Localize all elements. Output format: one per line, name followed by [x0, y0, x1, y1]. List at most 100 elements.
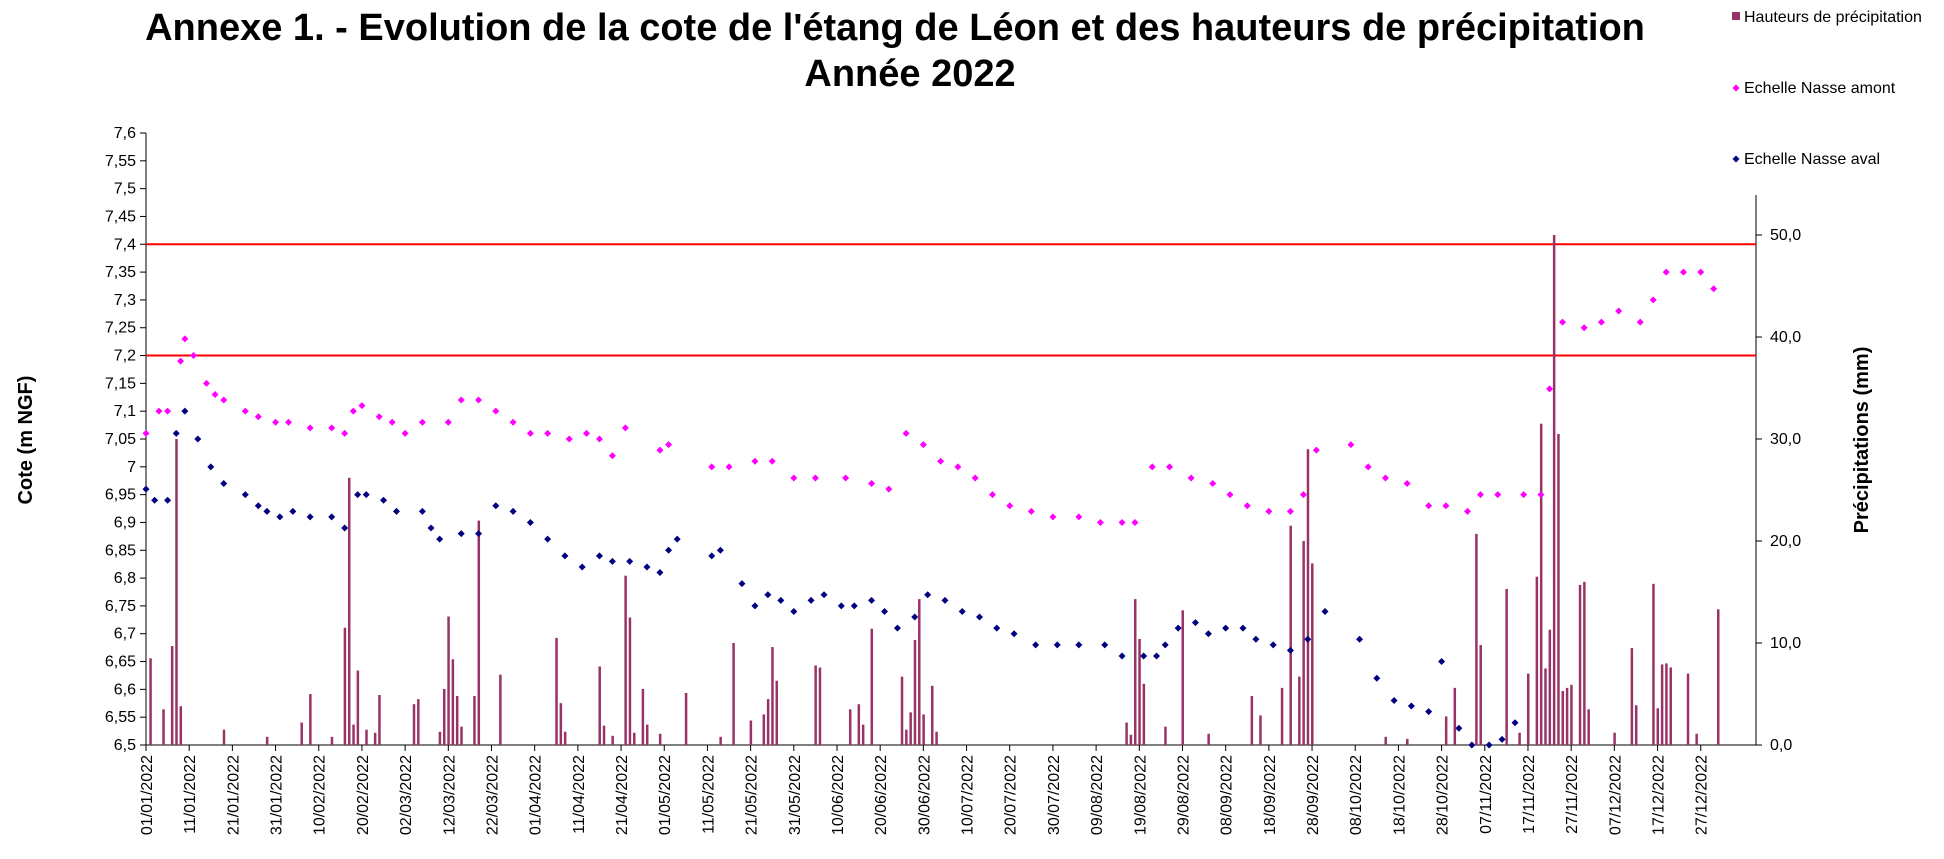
precipitation-bar — [1125, 722, 1128, 745]
precipitation-bar — [447, 616, 450, 745]
precipitation-bar — [641, 688, 645, 745]
level-point — [1697, 268, 1705, 276]
level-point — [1269, 641, 1277, 649]
level-point — [842, 474, 850, 482]
level-point — [868, 480, 876, 488]
level-point — [349, 407, 357, 415]
level-point — [1403, 480, 1411, 488]
level-point — [1006, 502, 1014, 510]
x-tick-label: 19/08/2022 — [1132, 755, 1149, 835]
y2-tick-label: 50,0 — [1770, 227, 1801, 244]
level-point — [656, 446, 664, 454]
precipitation-bar — [555, 637, 558, 745]
level-point — [354, 491, 362, 499]
level-point — [181, 335, 189, 343]
level-point — [1425, 502, 1433, 510]
legend-swatch — [1732, 155, 1740, 163]
level-point — [1455, 724, 1463, 732]
level-point — [561, 552, 569, 560]
level-point — [457, 530, 465, 538]
y-tick-label: 6,6 — [114, 681, 136, 698]
level-point — [254, 413, 262, 421]
x-tick-label: 30/07/2022 — [1046, 755, 1063, 835]
level-point — [1347, 441, 1355, 449]
precipitation-bar — [1384, 736, 1387, 745]
x-tick-label: 11/04/2022 — [571, 755, 588, 834]
level-point — [626, 557, 634, 565]
precipitation-bar — [265, 736, 269, 745]
level-point — [1286, 507, 1294, 515]
y-tick-label: 6,8 — [114, 570, 136, 587]
x-tick-label: 08/09/2022 — [1219, 755, 1236, 835]
precipitation-bar — [1656, 708, 1660, 745]
level-point — [375, 413, 383, 421]
x-tick-label: 21/04/2022 — [614, 755, 631, 835]
level-point — [380, 496, 388, 504]
level-point — [1265, 507, 1273, 515]
precipitation-bar — [762, 714, 766, 745]
level-point — [725, 463, 733, 471]
precipitation-bar — [1717, 609, 1720, 745]
precipitation-bar — [598, 666, 601, 745]
level-point — [971, 474, 979, 482]
level-point — [1356, 635, 1364, 643]
y-tick-label: 7,2 — [114, 348, 136, 365]
level-point — [1032, 641, 1040, 649]
level-point — [958, 607, 966, 615]
level-point — [1381, 474, 1389, 482]
chart-title: Annexe 1. - Evolution de la cote de l'ét… — [145, 7, 1645, 49]
x-tick-label: 09/08/2022 — [1089, 755, 1106, 835]
level-point — [1226, 491, 1234, 499]
precipitation-bar — [347, 477, 351, 745]
level-point — [976, 613, 984, 621]
legend-label: Hauteurs de précipitation — [1744, 9, 1922, 26]
level-point — [1390, 696, 1398, 704]
precipitation-bar — [1652, 583, 1655, 745]
legend-label: Echelle Nasse amont — [1744, 80, 1896, 97]
level-point — [172, 429, 180, 437]
level-point — [1010, 630, 1018, 638]
level-point — [220, 396, 228, 404]
precipitation-bar — [611, 735, 614, 745]
level-point — [665, 441, 673, 449]
level-point — [565, 435, 573, 443]
y-tick-label: 7,15 — [105, 375, 136, 392]
precipitation-bar — [1669, 667, 1672, 745]
precipitation-bar — [563, 731, 567, 745]
precipitation-bar — [1695, 733, 1698, 745]
level-point — [1075, 513, 1083, 521]
precipitation-bar — [1578, 584, 1582, 745]
level-point — [151, 496, 159, 504]
level-point — [509, 507, 517, 515]
level-point — [436, 535, 444, 543]
x-tick-label: 31/05/2022 — [787, 755, 804, 835]
precipitation-bar — [1583, 581, 1586, 745]
precipitation-bar — [170, 646, 174, 745]
level-point — [526, 429, 534, 437]
precipitation-bar — [771, 647, 774, 745]
level-point — [850, 602, 858, 610]
precipitation-bar — [1475, 533, 1478, 745]
y-tick-label: 6,65 — [105, 654, 136, 671]
level-point — [207, 463, 215, 471]
level-point — [673, 535, 681, 543]
level-point — [285, 418, 293, 426]
level-point — [1649, 296, 1657, 304]
x-tick-label: 02/03/2022 — [398, 755, 415, 835]
precipitation-bar — [149, 658, 152, 745]
precipitation-bar — [818, 667, 822, 745]
y2-tick-label: 20,0 — [1770, 533, 1801, 550]
precipitation-bar — [1207, 733, 1210, 745]
level-point — [880, 607, 888, 615]
precipitation-bar — [848, 709, 852, 745]
precipitation-bar — [918, 599, 921, 745]
precipitation-bar — [1570, 684, 1573, 745]
y-tick-label: 7,6 — [114, 125, 136, 142]
precipitation-bar — [438, 731, 442, 745]
level-point — [1027, 507, 1035, 515]
precipitation-bar — [1630, 648, 1634, 745]
x-tick-label: 21/05/2022 — [744, 755, 761, 835]
precipitation-bar — [628, 617, 632, 745]
x-tick-label: 20/02/2022 — [355, 755, 372, 835]
y-tick-label: 7,45 — [105, 208, 136, 225]
